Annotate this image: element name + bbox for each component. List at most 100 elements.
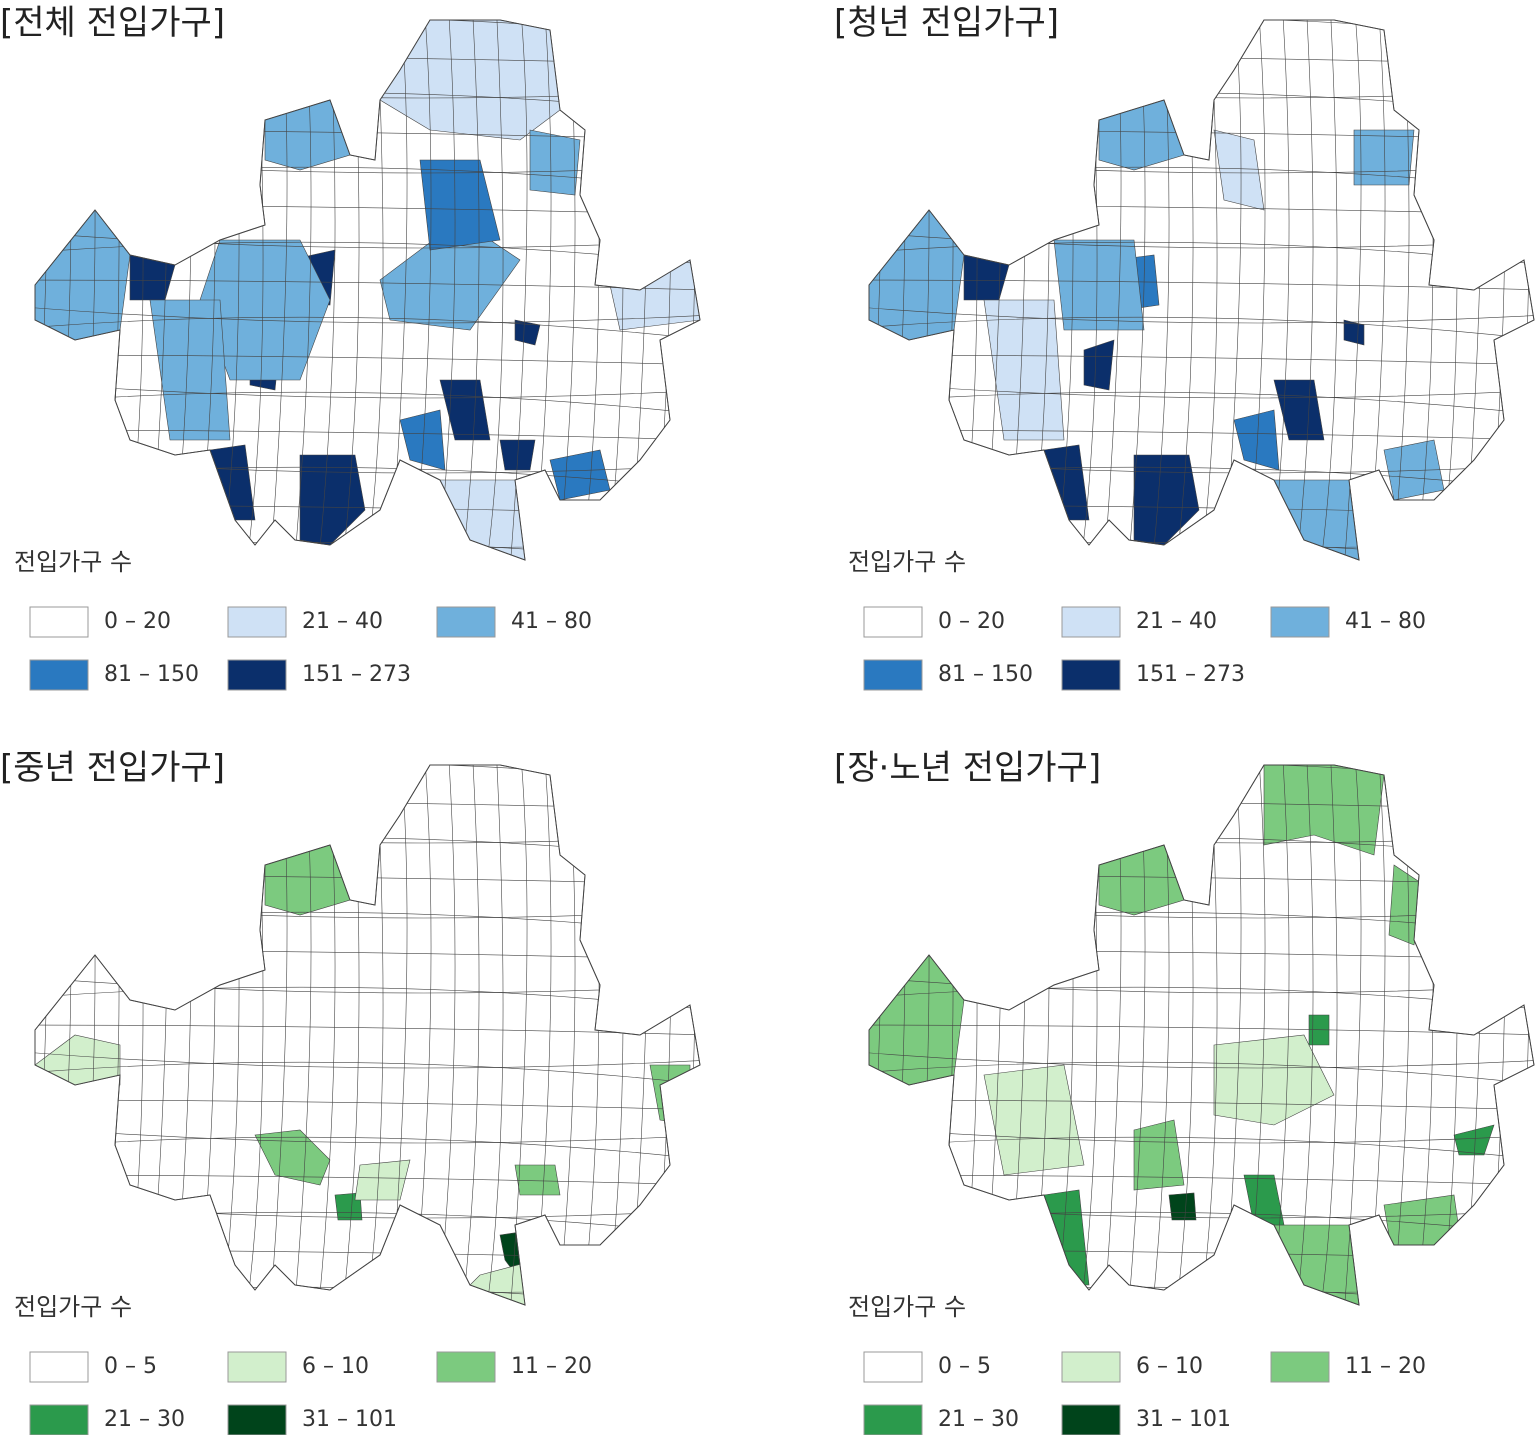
- district-boundary: [869, 1024, 1534, 1036]
- district: [1133, 454, 1200, 546]
- district: [614, 1224, 661, 1276]
- district-boundary: [35, 874, 700, 886]
- district: [869, 954, 965, 1086]
- legend-swatch: [1270, 1351, 1330, 1383]
- legend-label: 6 – 10: [302, 1354, 369, 1379]
- district-boundary: [35, 529, 700, 549]
- legend-swatch: [863, 1351, 923, 1383]
- district: [514, 319, 541, 346]
- district: [529, 129, 581, 196]
- map: [868, 19, 1535, 561]
- district-boundary: [869, 836, 1534, 861]
- district-boundary: [35, 304, 700, 324]
- district: [1263, 765, 1385, 856]
- district-boundary: [869, 91, 1534, 116]
- legend-swatch: [29, 1351, 89, 1383]
- district-boundary: [35, 91, 700, 116]
- district: [869, 209, 965, 341]
- map: [34, 19, 701, 561]
- district-boundary: [869, 304, 1534, 324]
- district-boundary: [869, 529, 1534, 549]
- district-boundary: [869, 279, 1534, 291]
- district-boundary: [35, 1049, 700, 1069]
- legend-label: 151 – 273: [302, 662, 411, 687]
- legend-label: 41 – 80: [511, 609, 592, 634]
- district: [1343, 319, 1365, 346]
- legend-label: 151 – 273: [1136, 662, 1245, 687]
- legend-label: 11 – 20: [1345, 1354, 1426, 1379]
- map-outline: [34, 764, 701, 1306]
- legend-label: 6 – 10: [1136, 1354, 1203, 1379]
- map-panel: [중년 전입가구] 전입가구 수 0 – 5 6 – 10 11 – 20 21 – 30…: [0, 748, 701, 1435]
- district: [514, 1164, 561, 1196]
- legend-swatch: [29, 606, 89, 638]
- district: [1168, 1192, 1197, 1221]
- district-boundary: [1463, 20, 1482, 560]
- legend-swatch: [863, 606, 923, 638]
- legend-swatch: [863, 659, 923, 691]
- legend-title: 전입가구 수: [14, 1293, 132, 1321]
- district-boundary: [869, 799, 1534, 811]
- map-panel: [청년 전입가구] 전입가구 수 0 – 20 21 – 40 41 – 80 81 – …: [834, 3, 1535, 691]
- district-boundary: [35, 824, 700, 844]
- district-boundary: [35, 279, 700, 291]
- legend-swatch: [29, 1404, 89, 1435]
- district: [499, 439, 536, 471]
- district: [299, 454, 366, 546]
- legend-label: 31 – 101: [302, 1407, 397, 1432]
- district-boundary: [35, 129, 700, 141]
- district-boundary: [1295, 765, 1314, 1305]
- legend-label: 21 – 40: [1136, 609, 1217, 634]
- district: [1243, 1174, 1285, 1226]
- legend-title: 전입가구 수: [848, 1293, 966, 1321]
- district-boundary: [869, 824, 1534, 844]
- panel-title: [중년 전입가구]: [0, 748, 225, 788]
- map-panel: [장·노년 전입가구] 전입가구 수 0 – 5 6 – 10 11 – 20 21 – …: [834, 748, 1535, 1435]
- district: [1353, 129, 1415, 186]
- district-boundary: [629, 765, 648, 1305]
- legend-swatch: [436, 606, 496, 638]
- district-boundary: [869, 316, 1534, 341]
- legend-label: 21 – 30: [938, 1407, 1019, 1432]
- district-boundary: [1295, 20, 1314, 560]
- district-boundary: [1463, 765, 1482, 1305]
- district-boundary: [869, 79, 1534, 99]
- district-boundary: [629, 20, 648, 560]
- district: [1053, 239, 1145, 331]
- legend-label: 41 – 80: [1345, 609, 1426, 634]
- district-boundary: [35, 316, 700, 341]
- legend-swatch: [227, 659, 287, 691]
- district-boundary: [461, 765, 480, 1305]
- legend-swatch: [1061, 606, 1121, 638]
- district-boundary: [869, 54, 1534, 66]
- district: [1213, 1034, 1335, 1126]
- legend-swatch: [1061, 1351, 1121, 1383]
- district: [983, 1064, 1085, 1176]
- legend-swatch: [436, 1351, 496, 1383]
- district-boundary: [1343, 765, 1362, 1305]
- district-boundary: [35, 1274, 700, 1294]
- panel-title: [청년 전입가구]: [834, 3, 1059, 43]
- district-boundary: [869, 129, 1534, 141]
- map: [34, 764, 701, 1306]
- district-boundary: [35, 54, 700, 66]
- district-boundary: [869, 874, 1534, 886]
- map: [868, 764, 1535, 1306]
- legend-label: 21 – 40: [302, 609, 383, 634]
- legend-swatch: [1061, 659, 1121, 691]
- legend-swatch: [227, 1404, 287, 1435]
- legend-label: 11 – 20: [511, 1354, 592, 1379]
- district-boundary: [461, 20, 480, 560]
- legend-label: 21 – 30: [104, 1407, 185, 1432]
- districts: [35, 20, 700, 560]
- legend-label: 0 – 5: [104, 1354, 157, 1379]
- panel-title: [장·노년 전입가구]: [834, 748, 1101, 788]
- legend-label: 81 – 150: [938, 662, 1033, 687]
- legend-label: 0 – 20: [938, 609, 1005, 634]
- district: [354, 1159, 411, 1201]
- legend-label: 0 – 5: [938, 1354, 991, 1379]
- district-boundary: [35, 1024, 700, 1036]
- district: [419, 159, 501, 251]
- panel-title: [전체 전입가구]: [0, 3, 225, 43]
